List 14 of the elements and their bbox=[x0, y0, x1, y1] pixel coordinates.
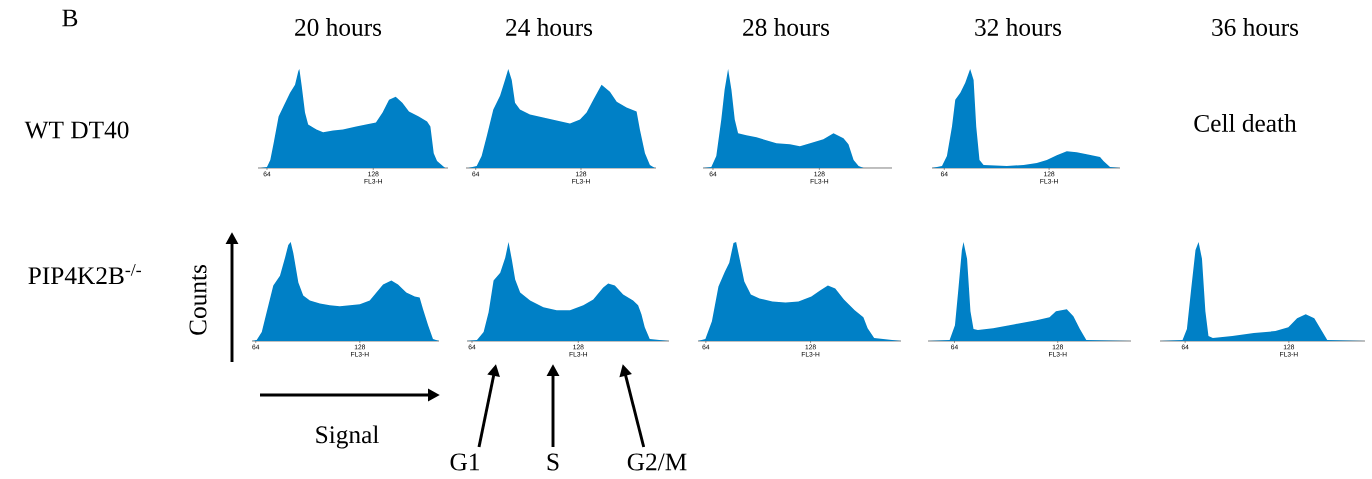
text: Cell death bbox=[1194, 114, 1297, 132]
text: G2/M bbox=[627, 453, 687, 471]
text: G1 bbox=[450, 453, 479, 471]
text: B bbox=[62, 9, 78, 27]
text: WT DT40 bbox=[24, 121, 129, 139]
text: PIP4K2B$^{-/-}$ bbox=[28, 263, 141, 285]
chart-title: 28 hours bbox=[743, 18, 830, 36]
chart-title: 20 hours bbox=[295, 18, 382, 36]
chart-title: 32 hours bbox=[975, 18, 1062, 36]
text: 36 hours bbox=[1212, 18, 1299, 36]
text: Signal bbox=[316, 425, 379, 449]
chart-title: 24 hours bbox=[506, 18, 593, 36]
text: S bbox=[547, 453, 559, 471]
y-axis-title: Counts bbox=[189, 265, 207, 335]
